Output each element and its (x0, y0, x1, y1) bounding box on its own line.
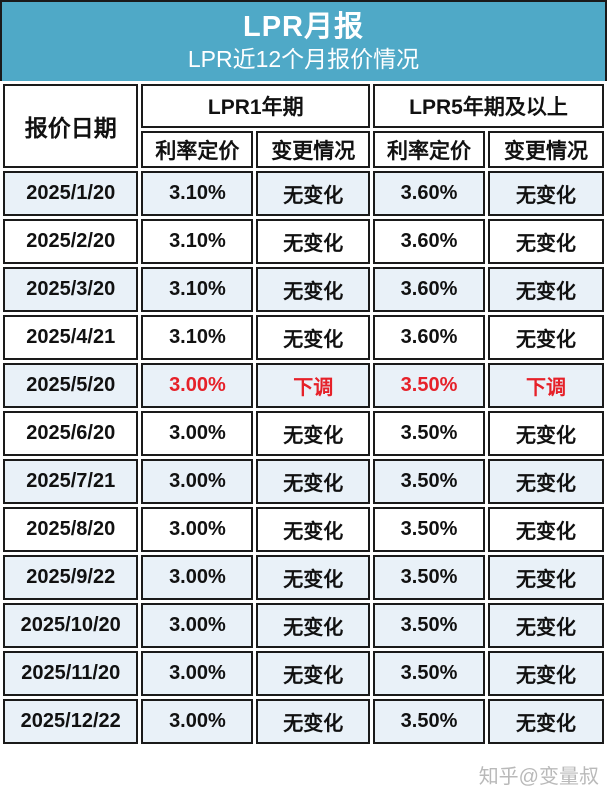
lpr-1y-rate-cell: 3.00% (141, 411, 254, 456)
lpr-1y-rate-cell: 3.00% (141, 555, 254, 600)
lpr-5y-rate-cell: 3.60% (373, 267, 485, 312)
lpr-1y-change-header: 变更情况 (256, 131, 371, 168)
lpr-5y-rate-cell: 3.50% (373, 363, 485, 408)
quote-date-header: 报价日期 (3, 84, 139, 168)
lpr-5y-change-cell: 无变化 (487, 219, 604, 264)
lpr-1y-rate-cell: 3.10% (141, 315, 254, 360)
lpr-1y-change-cell: 无变化 (256, 603, 371, 648)
lpr-1y-rate-cell: 3.00% (141, 699, 254, 744)
table-row: 2025/1/20 3.10% 无变化 3.60% 无变化 (3, 171, 604, 216)
lpr-1y-change-cell: 无变化 (256, 267, 371, 312)
quote-date-cell: 2025/12/22 (3, 699, 139, 744)
lpr-5y-rate-header: 利率定价 (373, 131, 485, 168)
quote-date-cell: 2025/8/20 (3, 507, 139, 552)
lpr-1y-group-header: LPR1年期 (141, 84, 371, 128)
lpr-5y-change-cell: 无变化 (487, 699, 604, 744)
table-row: 2025/3/20 3.10% 无变化 3.60% 无变化 (3, 267, 604, 312)
lpr-5y-change-cell: 无变化 (487, 459, 604, 504)
lpr-5y-rate-cell: 3.50% (373, 555, 485, 600)
lpr-1y-change-cell: 无变化 (256, 411, 371, 456)
lpr-5y-rate-cell: 3.50% (373, 507, 485, 552)
lpr-1y-change-cell: 无变化 (256, 459, 371, 504)
lpr-5y-change-header: 变更情况 (487, 131, 604, 168)
quote-date-cell: 2025/9/22 (3, 555, 139, 600)
lpr-5y-change-cell: 无变化 (487, 267, 604, 312)
table-row: 2025/7/21 3.00% 无变化 3.50% 无变化 (3, 459, 604, 504)
report-subtitle: LPR近12个月报价情况 (187, 46, 420, 73)
lpr-1y-rate-cell: 3.00% (141, 507, 254, 552)
quote-date-cell: 2025/4/21 (3, 315, 139, 360)
lpr-5y-change-cell: 无变化 (487, 603, 604, 648)
lpr-1y-rate-header: 利率定价 (141, 131, 254, 168)
lpr-5y-rate-cell: 3.50% (373, 699, 485, 744)
table-row: 2025/11/20 3.00% 无变化 3.50% 无变化 (3, 651, 604, 696)
report-title: LPR月报 (242, 11, 364, 44)
lpr-5y-rate-cell: 3.50% (373, 651, 485, 696)
table-row: 2025/4/21 3.10% 无变化 3.60% 无变化 (3, 315, 604, 360)
table-row: 2025/12/22 3.00% 无变化 3.50% 无变化 (3, 699, 604, 744)
lpr-5y-rate-cell: 3.50% (373, 411, 485, 456)
table-row: 2025/5/20 3.00% 下调 3.50% 下调 (3, 363, 604, 408)
lpr-5y-rate-cell: 3.60% (373, 171, 485, 216)
lpr-5y-change-cell: 无变化 (487, 507, 604, 552)
lpr-1y-change-cell: 下调 (256, 363, 371, 408)
table-row: 2025/10/20 3.00% 无变化 3.50% 无变化 (3, 603, 604, 648)
table-row: 2025/9/22 3.00% 无变化 3.50% 无变化 (3, 555, 604, 600)
lpr-1y-rate-cell: 3.00% (141, 651, 254, 696)
lpr-5y-change-cell: 下调 (487, 363, 604, 408)
quote-date-cell: 2025/2/20 (3, 219, 139, 264)
lpr-5y-rate-cell: 3.60% (373, 315, 485, 360)
report-banner: LPR月报 LPR近12个月报价情况 (0, 0, 607, 84)
lpr-1y-rate-cell: 3.00% (141, 459, 254, 504)
lpr-5y-group-header: LPR5年期及以上 (373, 84, 604, 128)
lpr-1y-change-cell: 无变化 (256, 507, 371, 552)
lpr-1y-rate-cell: 3.00% (141, 603, 254, 648)
quote-date-cell: 2025/11/20 (3, 651, 139, 696)
quote-date-cell: 2025/3/20 (3, 267, 139, 312)
lpr-1y-change-cell: 无变化 (256, 555, 371, 600)
lpr-rate-table: 报价日期 LPR1年期 LPR5年期及以上 利率定价 变更情况 利率定价 变更情… (0, 81, 607, 747)
quote-date-cell: 2025/7/21 (3, 459, 139, 504)
lpr-1y-rate-cell: 3.10% (141, 219, 254, 264)
lpr-1y-rate-cell: 3.00% (141, 363, 254, 408)
lpr-5y-rate-cell: 3.50% (373, 603, 485, 648)
sub-header-row: 利率定价 变更情况 利率定价 变更情况 (3, 131, 604, 168)
lpr-5y-rate-cell: 3.50% (373, 459, 485, 504)
lpr-5y-change-cell: 无变化 (487, 555, 604, 600)
lpr-1y-change-cell: 无变化 (256, 171, 371, 216)
lpr-1y-change-cell: 无变化 (256, 315, 371, 360)
table-row: 2025/8/20 3.00% 无变化 3.50% 无变化 (3, 507, 604, 552)
lpr-5y-change-cell: 无变化 (487, 171, 604, 216)
group-header-row: 报价日期 LPR1年期 LPR5年期及以上 (3, 84, 604, 168)
lpr-5y-rate-cell: 3.60% (373, 219, 485, 264)
lpr-5y-change-cell: 无变化 (487, 411, 604, 456)
quote-date-cell: 2025/6/20 (3, 411, 139, 456)
table-header: 报价日期 LPR1年期 LPR5年期及以上 利率定价 变更情况 利率定价 变更情… (3, 84, 604, 168)
zhihu-watermark: 知乎@变量叔 (478, 766, 599, 788)
lpr-table-body: 2025/1/20 3.10% 无变化 3.60% 无变化 2025/2/20 … (3, 171, 604, 744)
lpr-5y-change-cell: 无变化 (487, 315, 604, 360)
lpr-1y-change-cell: 无变化 (256, 699, 371, 744)
lpr-1y-change-cell: 无变化 (256, 651, 371, 696)
lpr-5y-change-cell: 无变化 (487, 651, 604, 696)
lpr-1y-change-cell: 无变化 (256, 219, 371, 264)
quote-date-cell: 2025/10/20 (3, 603, 139, 648)
quote-date-cell: 2025/5/20 (3, 363, 139, 408)
table-row: 2025/2/20 3.10% 无变化 3.60% 无变化 (3, 219, 604, 264)
lpr-1y-rate-cell: 3.10% (141, 171, 254, 216)
quote-date-cell: 2025/1/20 (3, 171, 139, 216)
lpr-1y-rate-cell: 3.10% (141, 267, 254, 312)
table-row: 2025/6/20 3.00% 无变化 3.50% 无变化 (3, 411, 604, 456)
